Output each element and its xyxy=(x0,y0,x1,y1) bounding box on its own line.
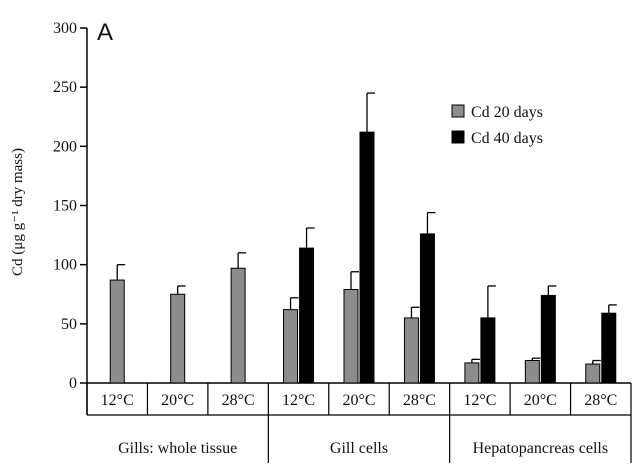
category-label: 12°C xyxy=(282,392,315,409)
bar-cd-20-days xyxy=(283,309,299,384)
category-label: 28°C xyxy=(584,392,617,409)
category-label: 12°C xyxy=(101,392,134,409)
bar-cd-20-days xyxy=(343,289,359,384)
bar-cd-20-days xyxy=(403,317,419,384)
y-tick-label: 0 xyxy=(69,375,77,392)
panel-label: A xyxy=(97,19,113,46)
y-tick-label: 200 xyxy=(53,138,77,155)
bar-cd-20-days xyxy=(170,293,186,384)
category-label: 20°C xyxy=(524,392,557,409)
legend-swatch xyxy=(451,104,465,118)
bar-cd-40-days xyxy=(419,233,435,384)
category-label: 28°C xyxy=(222,392,255,409)
bars xyxy=(109,131,617,384)
bar-cd-20-days xyxy=(230,267,246,384)
y-tick-label: 150 xyxy=(53,198,77,215)
legend: Cd 20 days Cd 40 days xyxy=(451,104,543,147)
bar-cd-40-days xyxy=(299,247,315,384)
group-label: Gills: whole tissue xyxy=(118,440,237,457)
legend-label: Cd 20 days xyxy=(471,104,543,121)
y-tick-label: 100 xyxy=(53,257,77,274)
bar-cd-40-days xyxy=(540,294,556,384)
y-tick-label: 50 xyxy=(61,316,77,333)
bar-cd-20-days xyxy=(524,360,540,384)
group-label: Hepatopancreas cells xyxy=(473,440,608,457)
y-tick-label: 250 xyxy=(53,79,77,96)
bar-cd-40-days xyxy=(480,317,496,384)
y-tick-label: 300 xyxy=(53,20,77,37)
axes: 0 50 100 150 200 250 300 12°C 20°C 28°C 12°C 20°C 28… xyxy=(53,20,632,463)
bar-cd-20-days xyxy=(464,362,480,384)
error-bars xyxy=(116,92,617,365)
bar-cd-20-days xyxy=(585,363,601,384)
category-label: 20°C xyxy=(342,392,375,409)
category-label: 12°C xyxy=(463,392,496,409)
bar-cd-20-days xyxy=(109,279,125,384)
legend-swatch xyxy=(451,130,465,144)
group-label: Gill cells xyxy=(330,440,388,457)
legend-label: Cd 40 days xyxy=(471,130,543,147)
y-axis-title: Cd (μg g⁻¹ dry mass) xyxy=(10,148,26,276)
category-label: 28°C xyxy=(403,392,436,409)
bar-cd-40-days xyxy=(359,131,375,384)
bar-cd-40-days xyxy=(601,312,617,384)
category-label: 20°C xyxy=(161,392,194,409)
